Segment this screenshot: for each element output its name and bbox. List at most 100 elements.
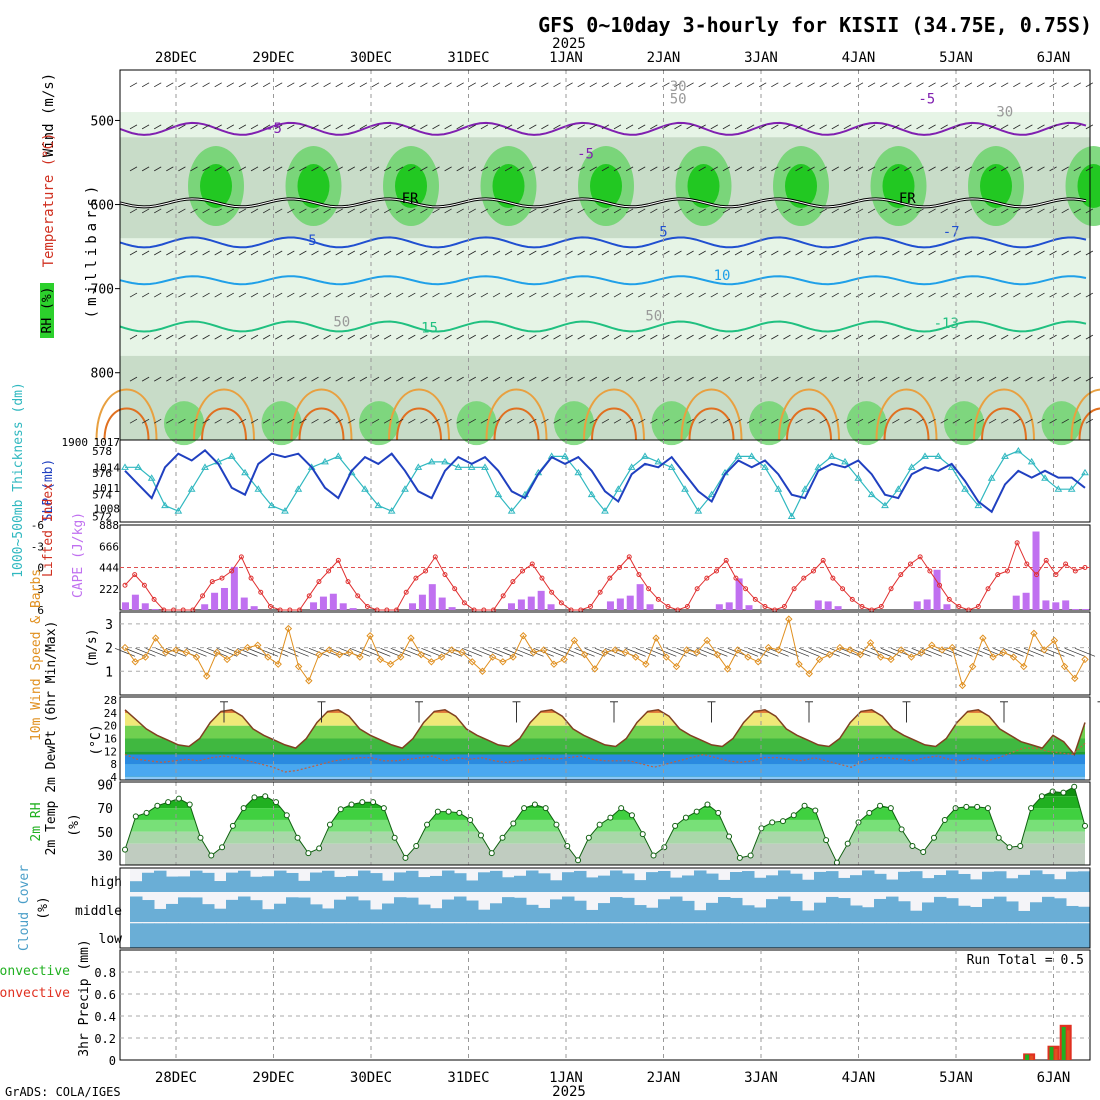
cloud-bar bbox=[286, 872, 299, 892]
contour-label: 15 bbox=[421, 320, 438, 336]
wind-barb bbox=[1025, 166, 1033, 172]
li-marker bbox=[927, 568, 933, 574]
wind-barb bbox=[190, 124, 198, 130]
cloud-bar bbox=[238, 896, 251, 922]
temp-contour-20 bbox=[485, 388, 548, 441]
wind-barb bbox=[928, 166, 936, 172]
thickness-marker bbox=[1001, 452, 1009, 459]
wind-barb bbox=[613, 376, 622, 382]
wind-barb-10m bbox=[778, 647, 799, 657]
li-marker bbox=[1024, 561, 1030, 567]
wind-speed-marker bbox=[621, 648, 630, 657]
wind-barb bbox=[335, 292, 343, 298]
wind-barb bbox=[1049, 418, 1057, 424]
wind-barb bbox=[904, 292, 912, 298]
precip-tick-label: 0.6 bbox=[94, 988, 116, 1002]
rh-marker bbox=[941, 816, 948, 823]
wind-barb bbox=[892, 82, 900, 88]
wind-barb bbox=[154, 376, 162, 382]
wind-barb bbox=[1013, 418, 1021, 424]
wind-barb bbox=[746, 292, 755, 298]
wind-speed-marker bbox=[815, 655, 824, 664]
cloud-bar bbox=[442, 899, 455, 922]
wind-barb bbox=[698, 208, 706, 214]
rh-marker bbox=[575, 857, 582, 864]
wind-barb bbox=[323, 376, 331, 382]
wind-barb bbox=[287, 208, 295, 214]
wind-barb-10m bbox=[584, 647, 605, 657]
wind-barb bbox=[214, 208, 222, 214]
rh-marker bbox=[132, 813, 139, 820]
wind-barb bbox=[880, 250, 888, 256]
cloud-bar bbox=[610, 870, 623, 892]
wind-speed-marker bbox=[376, 655, 385, 664]
wind-speed-marker bbox=[642, 660, 650, 668]
thickness-marker bbox=[987, 474, 996, 481]
cloud-bar bbox=[406, 897, 419, 922]
rh-blob-low bbox=[651, 401, 692, 446]
wind-barb bbox=[650, 124, 658, 130]
cloud-bar bbox=[862, 923, 875, 948]
temp-contour-15 bbox=[119, 320, 1087, 333]
cloud-bar bbox=[466, 900, 479, 922]
li-marker bbox=[510, 579, 516, 585]
wind-barb bbox=[371, 250, 380, 256]
wind-barb bbox=[335, 208, 343, 214]
wind-barb bbox=[867, 208, 876, 214]
wind-barb bbox=[154, 124, 162, 130]
thickness-marker bbox=[694, 507, 703, 514]
wind-barb-10m bbox=[1064, 647, 1085, 657]
cape-bar bbox=[230, 566, 238, 610]
wind-barb bbox=[444, 124, 452, 130]
wind-barb bbox=[323, 292, 331, 298]
wind-barb bbox=[625, 334, 634, 340]
cape-bar bbox=[418, 594, 426, 610]
wind-barb bbox=[892, 334, 900, 340]
wind-barb bbox=[480, 208, 489, 214]
cloud-bar bbox=[682, 875, 695, 892]
wind-barb bbox=[468, 250, 476, 256]
cloud-bar bbox=[382, 880, 395, 892]
wind-barb-10m bbox=[421, 647, 442, 657]
wind-barb bbox=[311, 250, 319, 256]
wind-speed-marker bbox=[202, 672, 211, 680]
wind-barb-10m bbox=[543, 647, 565, 657]
wind-barb bbox=[553, 250, 561, 256]
wind-barb bbox=[964, 166, 973, 172]
wind-barb bbox=[880, 418, 888, 424]
wind-barb bbox=[988, 376, 997, 382]
credit-label: GrADS: COLA/IGES bbox=[5, 1085, 121, 1099]
wind-barb bbox=[529, 334, 537, 340]
cloud-bar bbox=[874, 873, 887, 892]
precip-rain-bar bbox=[1025, 1054, 1030, 1060]
wind-barb bbox=[1025, 208, 1033, 214]
wind-barb bbox=[892, 376, 900, 382]
thickness-marker bbox=[147, 474, 156, 481]
wind-barb bbox=[1013, 334, 1021, 340]
cloud-bar bbox=[538, 907, 551, 922]
li-marker bbox=[1043, 557, 1049, 563]
wind-barb bbox=[988, 250, 997, 256]
cloud-bar bbox=[622, 923, 635, 948]
wind-barb bbox=[238, 418, 247, 424]
wind-barb bbox=[420, 82, 428, 88]
wind-barb bbox=[504, 418, 513, 424]
cloud-bar bbox=[166, 876, 179, 892]
wind-barb bbox=[783, 124, 791, 130]
wind-barb bbox=[262, 82, 271, 88]
cloud-bar bbox=[238, 870, 251, 892]
cloud-bar bbox=[754, 877, 767, 892]
wind-barb bbox=[141, 208, 150, 214]
wind-barb bbox=[141, 418, 150, 424]
wind-barb bbox=[988, 166, 997, 172]
thickness-marker bbox=[281, 507, 289, 514]
wind-barb bbox=[359, 166, 368, 172]
rh-marker bbox=[165, 799, 172, 806]
wind-barb bbox=[178, 376, 186, 382]
wind-speed-marker bbox=[519, 632, 528, 640]
wind-barb bbox=[650, 376, 658, 382]
top-date-label: 1JAN bbox=[549, 50, 583, 66]
cape-bar bbox=[438, 597, 446, 610]
wind-speed-marker bbox=[121, 643, 129, 652]
cloud-bar bbox=[238, 923, 251, 948]
